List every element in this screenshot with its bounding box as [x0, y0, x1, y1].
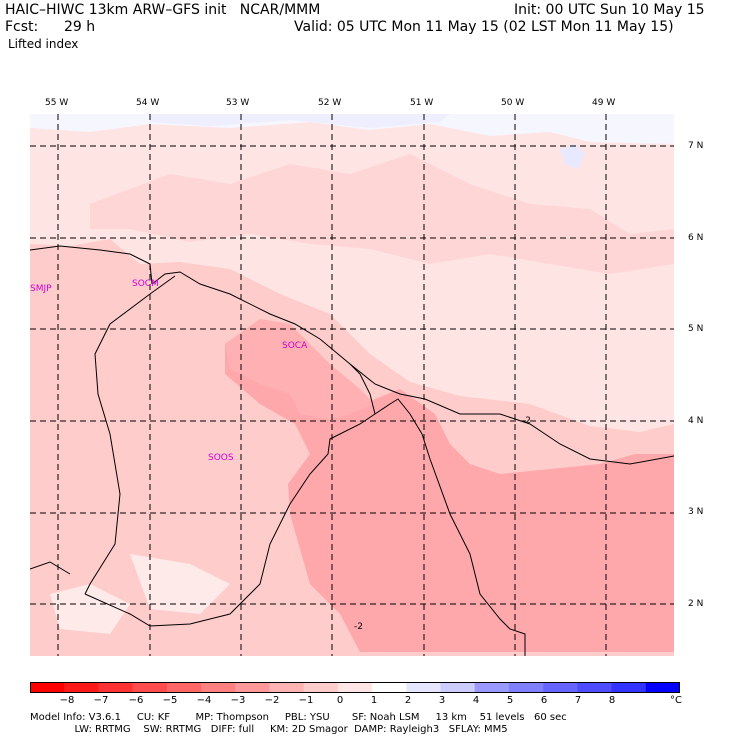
- colorbar-tick: 0: [336, 695, 344, 706]
- model-title: HAIC–HIWC 13km ARW–GFS init NCAR/MMM: [5, 2, 321, 18]
- colorbar-tick: −8: [59, 695, 75, 706]
- coastline: [30, 245, 674, 575]
- init-time: Init: 00 UTC Sun 10 May 15: [514, 2, 705, 18]
- colorbar-swatch: [406, 682, 442, 693]
- colorbar-tick: 7: [574, 695, 582, 706]
- forecast-hours: 29 h: [64, 19, 96, 35]
- lon-label: 54 W: [136, 98, 160, 108]
- lat-label: 4 N: [688, 416, 704, 426]
- contour-label: -2: [522, 416, 531, 426]
- lon-label: 51 W: [410, 98, 434, 108]
- colorbar-swatch: [577, 682, 613, 693]
- field-region-blue-spot: [560, 144, 585, 169]
- colorbar-swatch: [508, 682, 544, 693]
- colorbar-tick: −2: [264, 695, 280, 706]
- lat-label: 3 N: [688, 507, 704, 517]
- colorbar: [30, 682, 680, 693]
- colorbar-swatch: [98, 682, 134, 693]
- colorbar-tick: 8: [608, 695, 616, 706]
- colorbar-swatch: [337, 682, 373, 693]
- lon-label: 50 W: [501, 98, 525, 108]
- colorbar-swatch: [30, 682, 65, 693]
- colorbar-swatch: [372, 682, 407, 693]
- country-border: [84, 275, 526, 656]
- field-region-upper: [90, 154, 674, 274]
- model-info-line1: Model Info: V3.6.1 CU: KF MP: Thompson P…: [30, 712, 567, 723]
- lat-label: 7 N: [688, 141, 704, 151]
- field-region-light-spot: [50, 584, 130, 634]
- colorbar-swatch: [166, 682, 202, 693]
- colorbar-tick: 3: [438, 695, 446, 706]
- colorbar-tick: −5: [162, 695, 178, 706]
- colorbar-swatch: [303, 682, 339, 693]
- colorbar-swatch: [543, 682, 578, 693]
- colorbar-unit: °C: [670, 695, 682, 706]
- lat-label: 6 N: [688, 233, 704, 243]
- colorbar-swatch: [64, 682, 99, 693]
- model-info-line2: LW: RRTMG SW: RRTMG DIFF: full KM: 2D Sm…: [30, 724, 508, 735]
- colorbar-swatch: [235, 682, 270, 693]
- colorbar-tick: −4: [196, 695, 212, 706]
- colorbar-swatch: [645, 682, 680, 693]
- graticule: [30, 114, 674, 656]
- lifted-index-map: [30, 114, 674, 656]
- station-label: SOOS: [208, 453, 234, 463]
- station-label: SOCM: [132, 279, 159, 289]
- colorbar-tick: 2: [404, 695, 412, 706]
- colorbar-border: [30, 682, 680, 693]
- field-region-light-spot: [130, 554, 230, 614]
- colorbar-swatch: [269, 682, 305, 693]
- lat-label: 5 N: [688, 324, 704, 334]
- colorbar-tick: 5: [506, 695, 514, 706]
- forecast-label: Fcst:: [5, 19, 39, 35]
- colorbar-tick: −7: [93, 695, 109, 706]
- field-name: Lifted index: [8, 37, 79, 51]
- colorbar-tick: −3: [230, 695, 246, 706]
- lon-label: 55 W: [45, 98, 69, 108]
- colorbar-swatch: [440, 682, 476, 693]
- field-region-soca: [225, 319, 375, 419]
- contour-label: -2: [354, 622, 363, 632]
- station-label: SMJP: [30, 284, 52, 294]
- field-region-top-blue: [150, 114, 450, 128]
- lon-label: 53 W: [226, 98, 250, 108]
- lon-label: 49 W: [592, 98, 616, 108]
- colorbar-tick: −1: [298, 695, 314, 706]
- colorbar-tick: 6: [540, 695, 548, 706]
- colorbar-swatch: [611, 682, 647, 693]
- valid-time: Valid: 05 UTC Mon 11 May 15 (02 LST Mon …: [294, 19, 674, 35]
- colorbar-swatch: [474, 682, 510, 693]
- colorbar-swatch: [132, 682, 168, 693]
- field-region-dark: [225, 319, 674, 652]
- colorbar-tick: 1: [370, 695, 378, 706]
- colorbar-tick: −6: [128, 695, 144, 706]
- lon-label: 52 W: [318, 98, 342, 108]
- lat-label: 2 N: [688, 599, 704, 609]
- colorbar-swatch: [201, 682, 236, 693]
- station-label: SOCA: [282, 341, 308, 351]
- colorbar-tick: 4: [472, 695, 480, 706]
